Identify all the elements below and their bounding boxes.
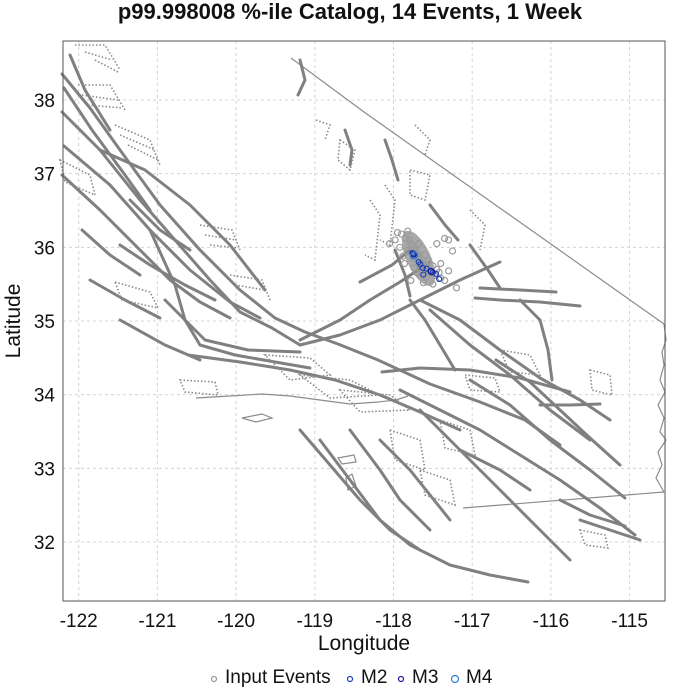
legend-marker [397, 675, 405, 683]
event-point [415, 258, 422, 266]
x-tick-label: -115 [611, 611, 648, 632]
event-point [401, 234, 409, 243]
event-point [404, 227, 412, 235]
y-tick-label: 37 [34, 165, 55, 186]
y-tick-label: 38 [34, 91, 55, 112]
event-point [436, 275, 443, 283]
event-point [399, 252, 407, 260]
y-tick-label: 33 [34, 459, 55, 480]
x-tick-label: -121 [138, 611, 176, 632]
event-point [405, 236, 413, 244]
event-point [393, 228, 402, 237]
event-point [408, 242, 416, 250]
event-point [391, 236, 399, 244]
chart-title: p99.998008 %-ile Catalog, 14 Events, 1 W… [117, 0, 583, 24]
axes: -122 -121 -120 -119 -118 -117 -116 -115 32 33 34 35… [2, 40, 666, 655]
grid-lines [63, 41, 665, 601]
event-point [419, 279, 428, 287]
x-tick-label: -117 [454, 611, 491, 632]
event-point [385, 240, 394, 248]
island-2 [336, 454, 357, 465]
y-tick-label: 32 [34, 533, 55, 554]
legend-marker [210, 675, 218, 683]
event-point [397, 230, 405, 238]
event-point [444, 267, 453, 275]
state-border [290, 57, 665, 325]
island-1 [241, 413, 274, 423]
event-point [452, 284, 461, 292]
event-point [433, 240, 441, 248]
legend-marker [346, 675, 354, 683]
event-point [441, 234, 449, 243]
x-axis-label: Longitude [318, 632, 410, 655]
x-tick-label: -119 [297, 611, 334, 632]
event-point [396, 243, 404, 251]
y-axis-label: Latitude [2, 284, 25, 359]
event-point [415, 240, 423, 248]
event-point [410, 264, 418, 272]
coastline-se [655, 323, 667, 493]
legend-label: M2 [361, 667, 387, 688]
event-point [429, 280, 437, 288]
event-point [435, 268, 443, 276]
event-point [400, 259, 409, 268]
plot-frame [62, 40, 666, 602]
fault-traces [60, 53, 667, 584]
x-tick-label: -118 [375, 611, 412, 632]
event-point [409, 251, 419, 260]
event-point [444, 236, 453, 244]
legend-label: M4 [466, 667, 493, 688]
event-point [448, 247, 457, 255]
legend-label: M3 [412, 667, 438, 688]
x-tick-label: -122 [60, 611, 98, 632]
event-point [421, 251, 429, 259]
event-point [407, 276, 415, 285]
event-point [427, 268, 435, 276]
y-tick-label: 36 [34, 238, 55, 259]
event-points [385, 227, 461, 292]
y-tick-label: 34 [34, 386, 56, 407]
event-point [424, 256, 432, 265]
event-point [437, 259, 445, 268]
event-point [413, 269, 421, 277]
event-point [420, 271, 427, 278]
legend: Input Events M2 M3 M4 [210, 667, 493, 688]
x-tick-label: -120 [217, 611, 255, 632]
fault-dip-surfaces [58, 44, 613, 549]
mexico-border [462, 491, 665, 509]
legend-marker [450, 674, 460, 684]
legend-label: Input Events [225, 667, 331, 688]
y-tick-label: 35 [34, 312, 55, 333]
x-tick-label: -116 [533, 611, 570, 632]
